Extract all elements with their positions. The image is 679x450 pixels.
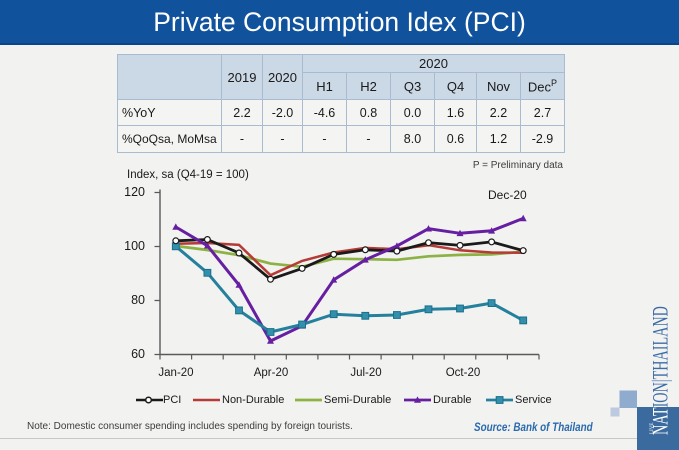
svg-text:NATION|THAILAND: NATION|THAILAND — [650, 306, 674, 435]
svg-text:NATION|THAILAND: NATION|THAILAND — [650, 306, 674, 435]
svg-text:LIVE: LIVE — [650, 423, 655, 434]
